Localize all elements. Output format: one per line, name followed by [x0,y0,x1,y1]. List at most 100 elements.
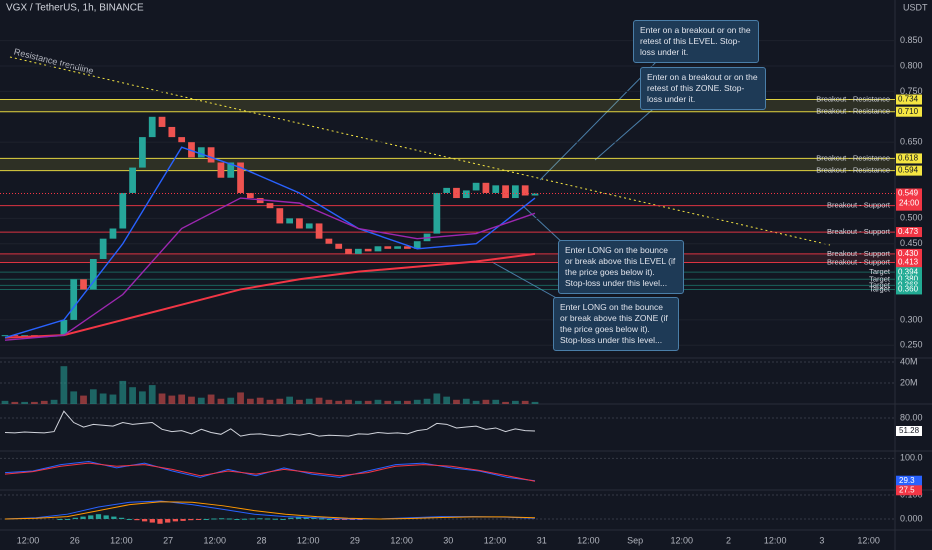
volume-bar [237,392,244,404]
candle [404,246,411,249]
volume-bar [345,399,352,404]
candle [207,147,215,163]
candle [521,185,529,196]
x-tick-label: 2 [726,535,731,545]
level-name: Breakout - Resistance [816,107,890,116]
value-box [896,425,922,436]
volume-bar [197,397,205,404]
candle [413,241,421,249]
candle [482,182,490,193]
volume-bar [423,398,431,404]
candle [492,185,500,193]
volume-bar [492,399,500,404]
histogram-bar [334,518,340,520]
volume-bar [315,397,323,404]
unit-label: USDT [903,2,928,12]
x-tick-label: 12:00 [204,535,227,545]
candle [374,246,382,252]
value-label: 51.28 [899,426,920,435]
histogram-bar [80,516,86,519]
histogram-bar [149,518,155,523]
volume-bar [21,401,29,404]
volume-bar [80,395,87,404]
candle [256,198,264,204]
price-box [896,227,922,238]
x-tick-label: 12:00 [390,535,413,545]
y-tick-label: 40M [900,356,918,366]
price-box [896,153,922,164]
price-box [896,267,922,278]
candle [139,137,146,168]
histogram-bar [180,518,186,521]
candle [433,192,441,234]
volume-bar [394,400,401,404]
candle [462,190,470,199]
histogram-bar [118,517,125,519]
candle [276,208,284,224]
value-box [896,485,922,496]
candle [354,248,362,254]
candle [384,246,392,249]
histogram-bar [257,518,263,520]
histogram-bar [241,518,248,520]
histogram-bar [288,517,294,519]
price-box [896,94,922,105]
histogram-bar [318,518,325,520]
histogram-bar [103,515,109,519]
volume-bar [266,399,274,404]
x-tick-label: 26 [70,535,80,545]
volume-bar [119,380,127,404]
level-name: Breakout - Resistance [816,166,890,175]
histogram-bar [134,518,140,521]
price-box-label: 0.394 [898,267,919,276]
candle [178,137,186,143]
y-tick-label: 20M [900,377,918,387]
candle [335,243,343,249]
x-tick-label: 12:00 [17,535,40,545]
candle [246,192,254,199]
y-tick-label: 0.300 [900,314,923,324]
volume-bar [404,400,411,404]
histogram-bar [157,518,163,524]
candle [129,167,136,193]
histogram-bar [203,518,209,520]
pointer [521,204,566,246]
indicator-line [4,500,536,520]
candle [315,223,323,239]
volume-bar [296,399,303,404]
candle [266,203,274,209]
x-tick-label: 12:00 [671,535,694,545]
y-tick-label: 0.500 [900,213,923,223]
candle [443,187,451,193]
volume-bar [1,400,9,404]
price-box [896,248,922,259]
candle [325,238,333,244]
indicator-line [4,146,536,339]
candle [70,279,78,320]
y-tick-label: 0.000 [900,513,923,523]
price-box [896,165,922,176]
volume-bar [443,396,451,404]
volume-bar [158,393,166,404]
y-tick-label: 0.250 [900,340,923,350]
volume-bar [511,400,519,404]
candle [197,147,205,158]
countdown: 24:00 [899,199,920,208]
candle [148,116,156,138]
volume-bar [325,399,333,404]
candle [237,162,244,193]
volume-bar [148,385,156,404]
trendline [9,56,831,246]
candle [364,248,372,252]
volume-bar [335,400,343,404]
price-box-label: 0.473 [898,227,919,236]
candle [305,223,313,229]
volume-bar [374,399,382,404]
level-name: Target [869,280,891,289]
candle [453,187,460,199]
histogram-bar [95,514,102,519]
candle [227,162,235,178]
value-label: 29.3 [899,476,915,485]
